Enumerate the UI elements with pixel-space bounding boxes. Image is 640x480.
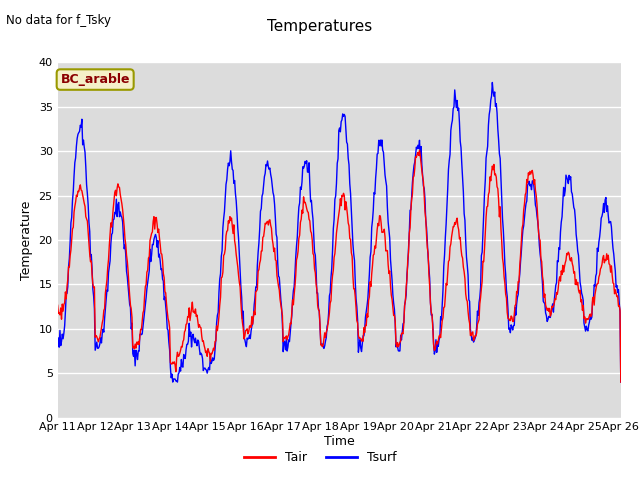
Text: Temperatures: Temperatures bbox=[268, 19, 372, 34]
Text: BC_arable: BC_arable bbox=[60, 73, 130, 86]
Legend: Tair, Tsurf: Tair, Tsurf bbox=[239, 446, 401, 469]
Text: No data for f_Tsky: No data for f_Tsky bbox=[6, 14, 111, 27]
Y-axis label: Temperature: Temperature bbox=[20, 200, 33, 280]
X-axis label: Time: Time bbox=[324, 435, 355, 448]
